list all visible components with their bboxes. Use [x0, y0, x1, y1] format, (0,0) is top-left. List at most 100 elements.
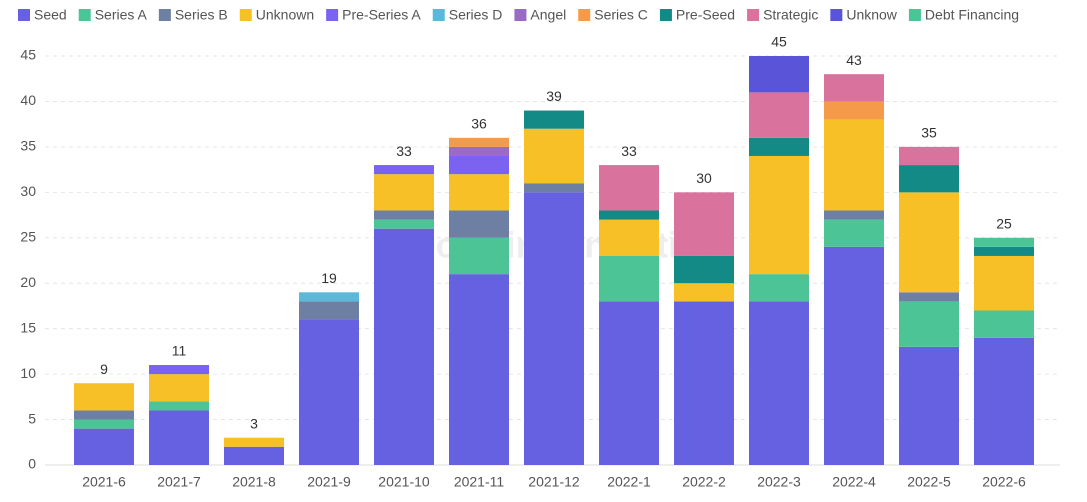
legend-swatch	[514, 9, 527, 21]
bar-segment	[524, 183, 584, 193]
y-tick-label: 20	[20, 274, 36, 290]
bar-segment	[599, 301, 659, 465]
x-tick-label: 2021-10	[378, 474, 430, 490]
bar-segment	[74, 419, 134, 429]
bar-segment	[374, 165, 434, 175]
legend-label: Unknow	[846, 7, 897, 23]
bar-segment	[824, 246, 884, 465]
bar-segment	[749, 92, 809, 138]
bar-segment	[749, 155, 809, 275]
bar-segment	[74, 428, 134, 465]
bar-segment	[974, 246, 1034, 256]
bar-segment	[524, 192, 584, 466]
bar-segment	[599, 210, 659, 220]
legend-label: Debt Financing	[925, 7, 1019, 23]
legend-label: Angel	[530, 7, 566, 23]
legend-label: Series D	[449, 7, 503, 23]
legend-swatch	[578, 9, 591, 21]
x-tick-label: 2021-11	[454, 474, 505, 490]
legend-swatch	[659, 9, 672, 21]
x-tick-label: 2021-7	[157, 474, 201, 490]
y-tick-label: 5	[28, 410, 36, 426]
legend-swatch	[830, 9, 843, 21]
total-label: 9	[100, 361, 108, 377]
bar-segment	[149, 365, 209, 375]
bar-segment	[674, 301, 734, 465]
bar-segment	[974, 310, 1034, 338]
y-tick-label: 15	[20, 319, 36, 335]
bar-segment	[524, 110, 584, 129]
bar-segment	[824, 119, 884, 211]
x-tick-label: 2021-8	[232, 474, 276, 490]
legend-swatch	[432, 9, 445, 21]
bar-segment	[449, 146, 509, 156]
legend-label: Series C	[594, 7, 648, 23]
legend-label: Seed	[34, 7, 67, 23]
bar-segment	[449, 155, 509, 175]
bar-segment	[299, 319, 359, 465]
bar-segment	[749, 301, 809, 465]
legend-label: Pre-Series A	[342, 7, 421, 23]
y-tick-label: 45	[20, 47, 36, 63]
bar-segment	[599, 165, 659, 211]
legend-label: Series B	[175, 7, 228, 23]
x-tick-label: 2021-9	[307, 474, 351, 490]
bar-segment	[374, 174, 434, 211]
legend-swatch	[18, 9, 30, 21]
x-tick-label: 2022-6	[982, 474, 1026, 490]
bar-segment	[899, 146, 959, 166]
bar-segment	[899, 165, 959, 193]
y-tick-label: 35	[20, 138, 36, 154]
legend-swatch	[747, 9, 760, 21]
legend-label: Series A	[95, 7, 148, 23]
bar-segment	[899, 192, 959, 293]
bar-segment	[674, 283, 734, 302]
legend-swatch	[78, 9, 91, 21]
bar-segment	[449, 210, 509, 238]
bar-segment	[224, 437, 284, 447]
bar-segment	[374, 210, 434, 220]
bar-segment	[449, 274, 509, 465]
bar-segment	[899, 292, 959, 302]
x-tick-label: 2022-2	[682, 474, 726, 490]
bar-segment	[374, 219, 434, 229]
bar-segment	[449, 237, 509, 275]
bar-segment	[599, 219, 659, 256]
total-label: 33	[396, 143, 412, 159]
legend-label: Pre-Seed	[676, 7, 735, 23]
bar-segment	[899, 346, 959, 465]
total-label: 45	[771, 34, 787, 50]
bar-segment	[374, 228, 434, 465]
bar-segment	[749, 274, 809, 302]
bar-segment	[74, 410, 134, 420]
bar-segment	[824, 219, 884, 247]
x-tick-label: 2021-12	[528, 474, 580, 490]
bar-segment	[449, 137, 509, 147]
x-tick-label: 2021-6	[82, 474, 126, 490]
total-label: 39	[546, 88, 562, 104]
x-tick-label: 2022-4	[832, 474, 876, 490]
bar-segment	[674, 255, 734, 284]
bar-segment	[449, 174, 509, 211]
total-label: 36	[471, 116, 487, 132]
bar-segment	[149, 374, 209, 402]
legend-swatch	[158, 9, 171, 21]
total-label: 33	[621, 143, 637, 159]
bar-segment	[974, 337, 1034, 465]
x-tick-label: 2022-3	[757, 474, 801, 490]
bar-segment	[599, 255, 659, 302]
y-tick-label: 0	[28, 456, 36, 472]
total-label: 11	[172, 343, 187, 359]
legend-swatch	[326, 9, 339, 21]
bar-segment	[224, 446, 284, 465]
bar-segment	[299, 301, 359, 320]
y-tick-label: 40	[20, 92, 36, 108]
y-tick-label: 10	[20, 365, 36, 381]
bar-segment	[74, 383, 134, 411]
total-label: 30	[696, 170, 712, 186]
bar-segment	[524, 128, 584, 184]
legend-label: Unknown	[256, 7, 314, 23]
bar-segment	[749, 137, 809, 156]
y-tick-label: 25	[20, 228, 36, 244]
